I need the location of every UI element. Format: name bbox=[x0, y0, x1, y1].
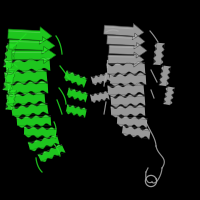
Polygon shape bbox=[9, 37, 55, 54]
Polygon shape bbox=[111, 105, 145, 117]
Polygon shape bbox=[107, 61, 145, 76]
Polygon shape bbox=[6, 92, 45, 106]
Polygon shape bbox=[108, 52, 144, 67]
Polygon shape bbox=[107, 33, 145, 49]
Polygon shape bbox=[111, 94, 145, 107]
Polygon shape bbox=[153, 43, 165, 65]
Polygon shape bbox=[90, 91, 110, 103]
Polygon shape bbox=[11, 103, 48, 118]
Polygon shape bbox=[38, 145, 65, 162]
Polygon shape bbox=[8, 27, 52, 44]
Polygon shape bbox=[91, 73, 111, 85]
Polygon shape bbox=[5, 90, 17, 110]
Polygon shape bbox=[110, 73, 146, 86]
Polygon shape bbox=[104, 23, 144, 40]
Polygon shape bbox=[3, 44, 17, 68]
Polygon shape bbox=[109, 42, 147, 58]
Polygon shape bbox=[107, 83, 144, 97]
Polygon shape bbox=[66, 104, 87, 118]
Polygon shape bbox=[4, 69, 47, 85]
Polygon shape bbox=[67, 88, 88, 102]
Polygon shape bbox=[3, 69, 16, 91]
Polygon shape bbox=[28, 135, 60, 151]
Polygon shape bbox=[163, 87, 175, 105]
Polygon shape bbox=[8, 81, 48, 95]
Polygon shape bbox=[159, 66, 171, 86]
Polygon shape bbox=[117, 116, 147, 128]
Polygon shape bbox=[122, 125, 150, 139]
Polygon shape bbox=[5, 58, 50, 73]
Polygon shape bbox=[12, 46, 56, 64]
Polygon shape bbox=[17, 115, 51, 128]
Polygon shape bbox=[24, 126, 56, 138]
Polygon shape bbox=[64, 70, 87, 88]
